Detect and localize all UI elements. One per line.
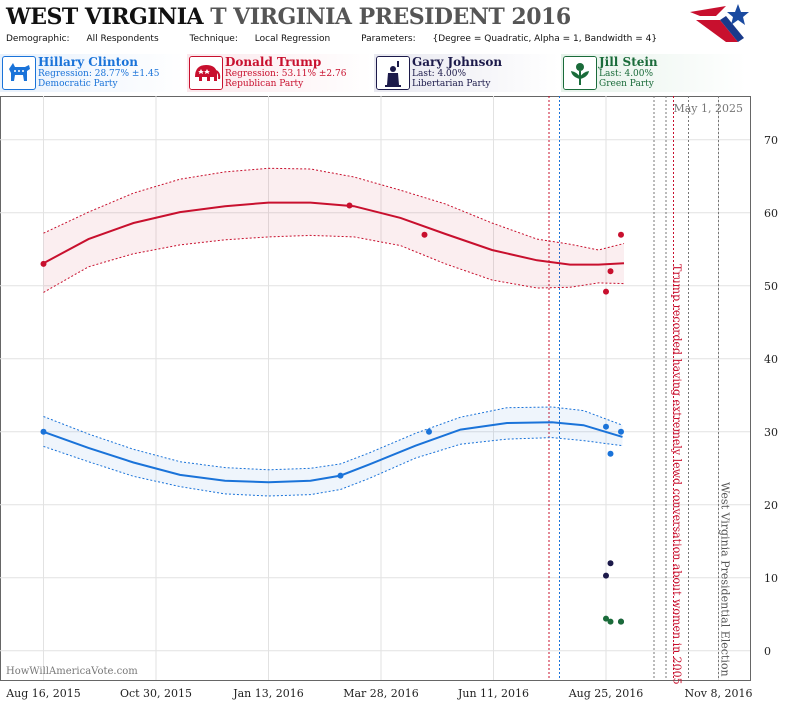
plot-frame [0,96,751,681]
candidate-name: Donald Trump [225,55,322,69]
candidate-stat: Regression: 53.11% ±2.76 [225,69,347,79]
poll-point [603,615,609,622]
poll-point [618,231,624,238]
technique-value: Local Regression [254,34,331,44]
demographic-value: All Respondents [86,34,159,44]
poll-point [618,618,624,625]
donkey-icon [2,56,36,90]
candidate-party: Republican Party [225,79,304,89]
y-tick-label: 10 [764,572,778,585]
candidate-card-stein[interactable]: Jill Stein Last: 4.00% Green Party [561,54,746,92]
x-tick-label: Jun 11, 2016 [457,687,529,700]
page-title: WEST VIRGINIA T VIRGINIA PRESIDENT 2016 [6,4,571,30]
watermark: HowWillAmericaVote.com [6,666,138,677]
x-tick-label: Nov 8, 2016 [685,687,753,700]
poll-chart: 0 10 20 30 40 50 60 70 Aug 16, 2015 Oct 30, 2015 J… [0,96,778,700]
poll-point [337,472,344,479]
candidate-party: Libertarian Party [412,79,491,89]
candidate-name: Hillary Clinton [38,55,138,69]
confidence-band [43,168,624,293]
poll-point [40,428,47,435]
candidate-name: Jill Stein [599,55,658,69]
y-tick-label: 20 [764,499,778,512]
event-label: West Virginia Presidential Election [719,482,732,677]
parameters: Parameters: {Degree = Quadratic, Alpha =… [361,34,671,44]
x-tick-label: Mar 28, 2016 [343,687,419,700]
x-tick-label: Jan 13, 2016 [232,687,304,700]
poll-point [607,618,614,625]
poll-point [603,572,609,579]
demographic-label: Demographic: [6,34,70,44]
title-race: T VIRGINIA PRESIDENT 2016 [210,4,571,30]
poll-point [346,202,353,209]
poll-point [618,428,624,435]
x-tick-label: Aug 16, 2015 [5,687,81,700]
candidate-card-johnson[interactable]: Gary Johnson Last: 4.00% Libertarian Par… [374,54,559,92]
technique: Technique: Local Regression [190,34,345,44]
site-logo-icon [690,4,749,42]
poll-point [40,260,47,267]
confidence-band [43,407,623,496]
poll-point [603,423,609,430]
flower-icon [563,56,597,90]
y-tick-label: 60 [764,207,778,220]
candidate-stat: Regression: 28.77% ±1.45 [38,69,160,79]
candidate-card-clinton[interactable]: Hillary Clinton Regression: 28.77% ±1.45… [0,54,185,92]
upper-bound-line [43,406,623,471]
elephant-icon [189,56,223,90]
candidate-stat: Last: 4.00% [599,69,654,79]
poll-point [426,428,432,435]
y-tick-label: 50 [764,280,778,293]
date-label: May 1, 2025 [673,102,743,115]
parameters-line: Demographic: All Respondents Technique: … [6,34,685,44]
parameters-value: {Degree = Quadratic, Alpha = 1, Bandwidt… [432,34,658,44]
candidate-stat: Last: 4.00% [412,69,467,79]
title-state: WEST VIRGINIA [6,4,204,30]
demographic: Demographic: All Respondents [6,34,173,44]
chart-area: 0 10 20 30 40 50 60 70 Aug 16, 2015 Oct 30, 2015 J… [0,96,789,704]
poll-point [607,268,614,275]
poll-point [603,288,609,295]
y-tick-label: 0 [764,645,771,658]
lower-bound-line [43,234,625,293]
lower-bound-line [43,437,623,497]
y-tick-label: 40 [764,353,778,366]
poll-point [421,231,428,238]
candidate-card-trump[interactable]: Donald Trump Regression: 53.11% ±2.76 Re… [187,54,372,92]
parameters-label: Parameters: [361,34,416,44]
x-tick-label: Oct 30, 2015 [120,687,192,700]
regression-line [43,201,625,266]
poll-point [607,450,614,457]
event-label: Trump recorded having extremely lewd con… [671,264,684,685]
liberty-icon [376,56,410,90]
candidate-party: Democratic Party [38,79,118,89]
candidate-party: Green Party [599,79,654,89]
candidate-name: Gary Johnson [412,55,503,69]
poll-point [607,560,614,567]
x-tick-label: Aug 25, 2016 [568,687,644,700]
candidate-legend: Hillary Clinton Regression: 28.77% ±1.45… [0,54,789,94]
y-tick-label: 70 [764,134,778,147]
technique-label: Technique: [189,34,238,44]
y-tick-label: 30 [764,426,778,439]
